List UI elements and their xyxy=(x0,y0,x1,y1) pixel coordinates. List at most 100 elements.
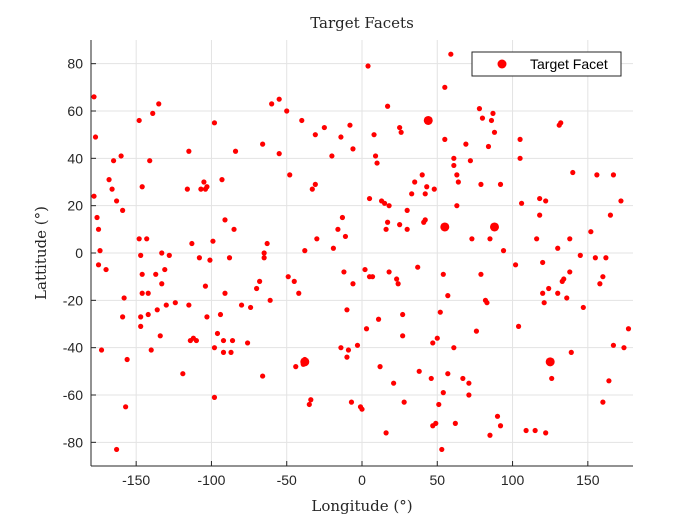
data-point xyxy=(431,186,437,192)
data-point xyxy=(123,404,129,410)
data-point xyxy=(397,222,403,228)
data-point xyxy=(621,345,627,351)
data-point xyxy=(484,300,490,306)
data-point xyxy=(448,51,454,57)
data-point xyxy=(394,276,400,282)
data-point xyxy=(512,262,519,268)
data-point xyxy=(600,399,606,405)
data-point xyxy=(517,136,523,142)
data-point xyxy=(354,342,361,348)
data-point xyxy=(345,347,352,353)
data-point xyxy=(314,236,320,242)
data-point xyxy=(433,420,439,426)
legend-label: Target Facet xyxy=(530,56,608,72)
data-point xyxy=(610,172,617,178)
data-point xyxy=(567,236,573,242)
data-point xyxy=(400,333,406,339)
data-point xyxy=(220,337,227,344)
data-point xyxy=(518,200,525,206)
data-point xyxy=(570,169,576,176)
data-point xyxy=(606,378,612,384)
data-point xyxy=(109,186,115,192)
data-point xyxy=(404,226,410,232)
data-point xyxy=(384,219,391,225)
y-tick-label: -40 xyxy=(63,340,83,356)
data-point xyxy=(594,172,600,178)
x-axis-label: Longitude (°) xyxy=(311,497,412,515)
data-point xyxy=(515,323,522,329)
data-point xyxy=(276,96,282,102)
data-point xyxy=(291,278,297,284)
data-point xyxy=(375,316,382,322)
x-tick-label: -150 xyxy=(122,472,150,488)
data-point xyxy=(415,264,421,270)
data-point xyxy=(261,255,267,261)
data-point xyxy=(342,233,349,240)
data-point xyxy=(338,134,344,140)
data-point xyxy=(226,255,233,261)
x-tick-label: 0 xyxy=(358,472,366,488)
chart-title: Target Facets xyxy=(310,14,414,32)
data-point xyxy=(156,101,162,107)
data-point xyxy=(217,311,224,318)
data-point xyxy=(186,148,192,154)
data-point xyxy=(147,158,153,164)
y-tick-label: 0 xyxy=(75,245,83,261)
data-point xyxy=(600,274,606,280)
data-point xyxy=(254,285,260,292)
data-point xyxy=(363,326,370,332)
data-point xyxy=(555,290,561,296)
data-point xyxy=(428,375,434,382)
data-point-large xyxy=(440,222,450,232)
data-point xyxy=(95,262,102,268)
data-point xyxy=(113,198,120,204)
y-tick-label: 40 xyxy=(67,150,83,166)
data-point xyxy=(121,295,127,301)
data-point xyxy=(264,240,270,247)
data-point xyxy=(198,186,204,192)
data-point xyxy=(91,193,97,199)
y-tick-label: 60 xyxy=(67,103,83,119)
data-point xyxy=(523,427,529,434)
data-point xyxy=(296,290,302,296)
data-point xyxy=(485,143,492,150)
data-point xyxy=(308,397,314,403)
data-point xyxy=(365,63,371,69)
data-point xyxy=(348,399,355,405)
y-axis-label: Lattitude (°) xyxy=(32,206,50,300)
data-point xyxy=(189,240,195,247)
data-point xyxy=(207,257,213,263)
data-point xyxy=(386,269,392,275)
data-point xyxy=(150,110,156,116)
data-point xyxy=(424,184,430,190)
data-point xyxy=(487,432,493,438)
data-point xyxy=(436,401,442,408)
data-point xyxy=(437,309,443,315)
x-tick-label: 150 xyxy=(576,472,600,488)
data-point xyxy=(338,345,344,351)
data-point xyxy=(455,179,461,185)
data-point xyxy=(580,304,586,311)
data-point xyxy=(386,203,392,209)
x-tick-label: -50 xyxy=(277,472,297,488)
data-point xyxy=(144,236,150,242)
data-point xyxy=(219,177,225,183)
data-point xyxy=(344,354,350,360)
legend-box xyxy=(471,51,622,77)
data-point xyxy=(561,276,567,282)
data-point xyxy=(534,236,540,242)
data-point xyxy=(476,106,483,112)
data-point xyxy=(95,226,102,232)
data-point xyxy=(201,179,207,185)
data-point xyxy=(163,302,169,308)
data-point xyxy=(398,129,404,135)
data-point xyxy=(409,191,415,197)
data-point xyxy=(302,248,308,254)
data-point xyxy=(162,266,168,273)
y-tick-label: -60 xyxy=(63,387,83,403)
data-point xyxy=(371,132,377,138)
data-point xyxy=(451,155,457,161)
data-point xyxy=(330,245,336,251)
data-point xyxy=(139,290,145,296)
data-point-large xyxy=(545,357,555,367)
